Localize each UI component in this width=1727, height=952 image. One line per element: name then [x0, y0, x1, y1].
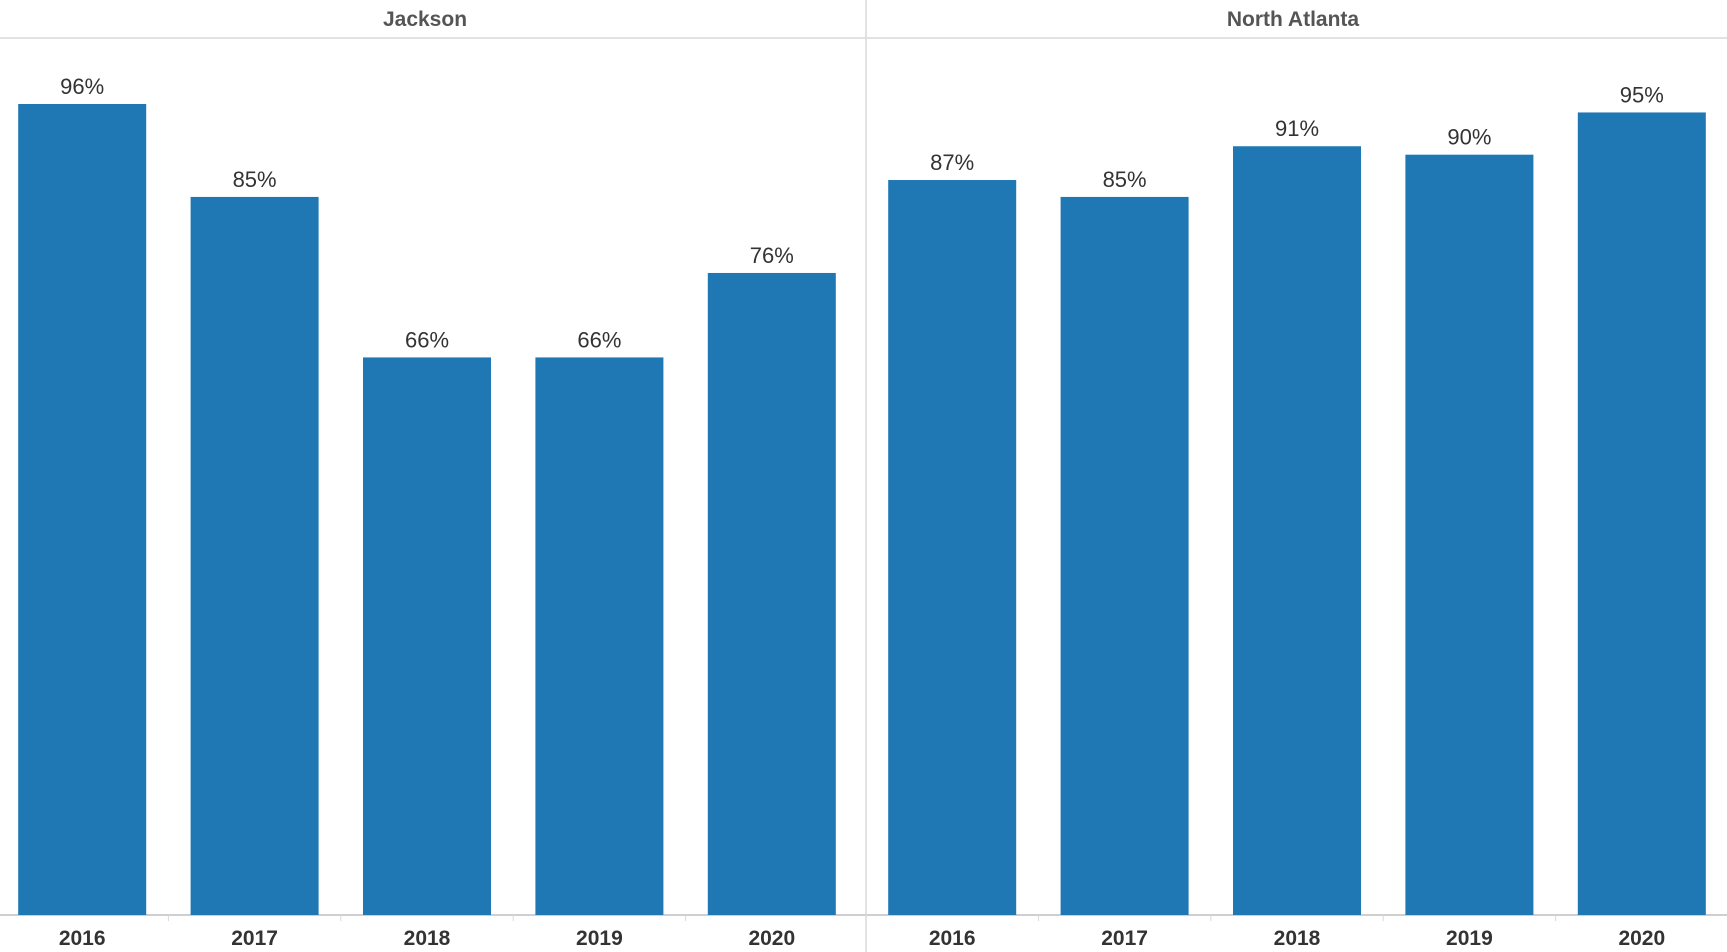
data-label: 66% — [405, 327, 449, 352]
bar — [1060, 196, 1189, 916]
x-tick-label: 2018 — [404, 927, 451, 950]
bar — [888, 180, 1017, 915]
data-label: 66% — [577, 327, 621, 352]
bar — [535, 357, 664, 915]
x-tick-label: 2020 — [1618, 927, 1665, 950]
x-tick-label: 2019 — [576, 927, 623, 950]
x-tick-label: 2020 — [748, 927, 795, 950]
data-label: 87% — [930, 150, 974, 175]
data-label: 90% — [1447, 125, 1491, 150]
panel-title-0: Jackson — [383, 8, 467, 31]
data-label: 91% — [1275, 116, 1319, 141]
bar — [1577, 112, 1706, 915]
data-label: 95% — [1620, 82, 1664, 107]
panel-title-1: North Atlanta — [1227, 8, 1360, 31]
x-tick-label: 2017 — [1101, 927, 1148, 950]
data-label: 85% — [1103, 167, 1147, 192]
x-tick-label: 2016 — [929, 927, 976, 950]
x-tick-label: 2016 — [59, 927, 106, 950]
bar — [190, 196, 319, 916]
bar — [18, 104, 147, 915]
x-tick-label: 2018 — [1274, 927, 1321, 950]
bar — [1405, 154, 1534, 915]
x-tick-label: 2017 — [231, 927, 278, 950]
x-tick-label: 2019 — [1446, 927, 1493, 950]
data-label: 85% — [233, 167, 277, 192]
data-label: 96% — [60, 74, 104, 99]
data-label: 76% — [750, 243, 794, 268]
bar — [1233, 146, 1361, 916]
bar — [363, 357, 491, 915]
bar — [707, 272, 836, 915]
